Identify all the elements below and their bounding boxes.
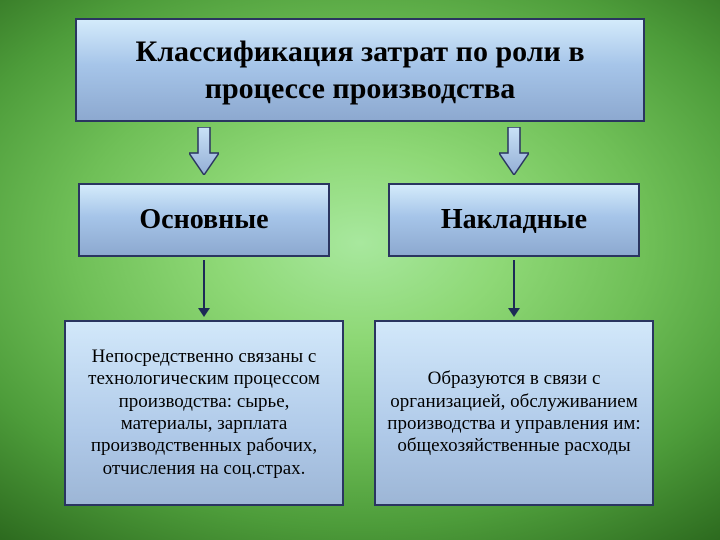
category-label-left: Основные — [139, 204, 268, 236]
description-box-right: Образуются в связи с организацией, обслу… — [374, 320, 654, 506]
title-text: Классификация затрат по роли в процессе … — [91, 33, 629, 108]
arrow-thin-left — [203, 260, 205, 309]
arrow-fat-left — [189, 127, 219, 175]
category-label-right: Накладные — [441, 204, 587, 236]
description-box-left: Непосредственно связаны с технологически… — [64, 320, 344, 506]
description-text-left: Непосредственно связаны с технологически… — [74, 346, 334, 480]
description-text-right: Образуются в связи с организацией, обслу… — [384, 368, 644, 458]
category-box-right: Накладные — [388, 183, 640, 257]
arrow-thin-right — [513, 260, 515, 309]
title-box: Классификация затрат по роли в процессе … — [75, 18, 645, 122]
arrow-fat-right — [499, 127, 529, 175]
category-box-left: Основные — [78, 183, 330, 257]
